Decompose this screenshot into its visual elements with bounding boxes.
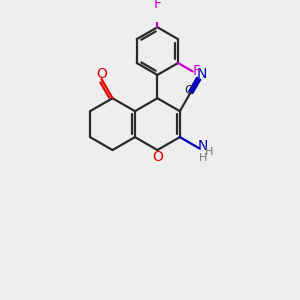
Text: H: H — [198, 153, 207, 163]
Text: F: F — [192, 64, 200, 78]
Text: H: H — [205, 147, 213, 157]
Text: F: F — [153, 0, 161, 11]
Text: O: O — [152, 151, 163, 164]
Text: N: N — [197, 139, 208, 153]
Text: C: C — [184, 84, 194, 97]
Text: N: N — [196, 67, 207, 81]
Text: O: O — [96, 67, 107, 81]
